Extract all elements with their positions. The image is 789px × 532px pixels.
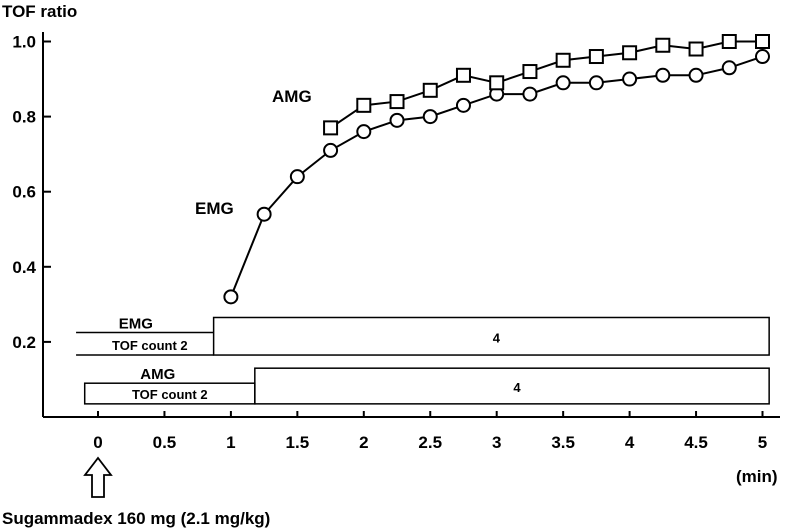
data-point: [755, 49, 770, 65]
tof-count-after: 4: [493, 330, 501, 345]
data-point: [688, 41, 704, 57]
tof-bar-count4-box: [212, 316, 770, 356]
data-point: [422, 82, 438, 98]
data-point: [389, 94, 405, 110]
x-tick-label: 1.5: [286, 433, 310, 452]
series-labels: AMG EMG: [195, 87, 312, 218]
series-emg: [223, 49, 770, 305]
data-point: [555, 52, 571, 68]
y-axis-label: TOF ratio: [2, 2, 77, 21]
data-point: [721, 34, 737, 49]
data-point: [455, 97, 471, 113]
y-tick-label: 0.8: [12, 108, 36, 127]
data-point: [223, 289, 239, 305]
tof-bar-label: AMG: [140, 366, 175, 383]
y-tick-label: 0.6: [12, 183, 36, 202]
x-tick-label: 3: [492, 433, 501, 452]
data-point: [389, 112, 405, 128]
y-tick-label: 0.4: [12, 258, 36, 277]
data-point: [289, 169, 305, 185]
data-point: [622, 71, 638, 87]
x-tick-label: 1: [226, 433, 235, 452]
data-point: [588, 75, 604, 91]
x-tick-label: 4: [625, 433, 635, 452]
x-tick-label: 0: [93, 433, 102, 452]
sugammadex-annotation: Sugammadex 160 mg (2.1 mg/kg): [2, 509, 270, 528]
x-tick-label: 3.5: [551, 433, 575, 452]
data-point: [522, 86, 538, 102]
axes: 0.2 0.4 0.6 0.8 1.0 0 0.5 1 1.5 2 2.5 3 3.5 4 4.5 5: [12, 32, 780, 452]
data-point: [655, 37, 671, 53]
tof-count-text: TOF count 2: [132, 387, 208, 402]
data-point: [323, 142, 339, 158]
y-tick-label: 1.0: [12, 33, 36, 52]
x-tick-label: 2: [359, 433, 368, 452]
data-point: [655, 67, 671, 83]
x-tick-label: 0.5: [153, 433, 177, 452]
series-amg: [323, 34, 770, 136]
tof-bar-emg: EMG TOF count 2 4: [76, 316, 770, 356]
data-point: [323, 120, 339, 136]
data-point: [489, 75, 505, 91]
data-point: [588, 49, 604, 65]
data-point: [356, 97, 372, 113]
x-tick-label: 2.5: [418, 433, 442, 452]
data-point: [256, 206, 272, 222]
series-group: [223, 34, 770, 305]
data-point: [455, 67, 471, 83]
series-label-amg: AMG: [272, 87, 312, 106]
x-axis-unit: (min): [736, 467, 778, 486]
data-point: [422, 109, 438, 125]
data-point: [688, 67, 704, 83]
tof-bar-count4-box: [254, 367, 770, 405]
x-tick-label: 4.5: [684, 433, 708, 452]
data-point: [356, 124, 372, 140]
tof-count-bars: EMG TOF count 2 4 AMG TOF count 2 4: [76, 316, 770, 405]
series-label-emg: EMG: [195, 199, 234, 218]
data-point: [721, 60, 737, 76]
data-point: [522, 64, 538, 80]
tof-count-text: TOF count 2: [112, 338, 188, 353]
tof-count-after: 4: [513, 380, 521, 395]
x-tick-label: 5: [758, 433, 767, 452]
up-arrow-shape: [83, 456, 113, 498]
sugammadex-arrow-icon: [83, 456, 113, 498]
data-point: [555, 75, 571, 91]
tof-bar-amg: AMG TOF count 2 4: [83, 366, 770, 405]
tof-bar-label: EMG: [119, 316, 153, 333]
data-point: [622, 45, 638, 61]
y-tick-label: 0.2: [12, 333, 36, 352]
data-point: [755, 34, 770, 49]
